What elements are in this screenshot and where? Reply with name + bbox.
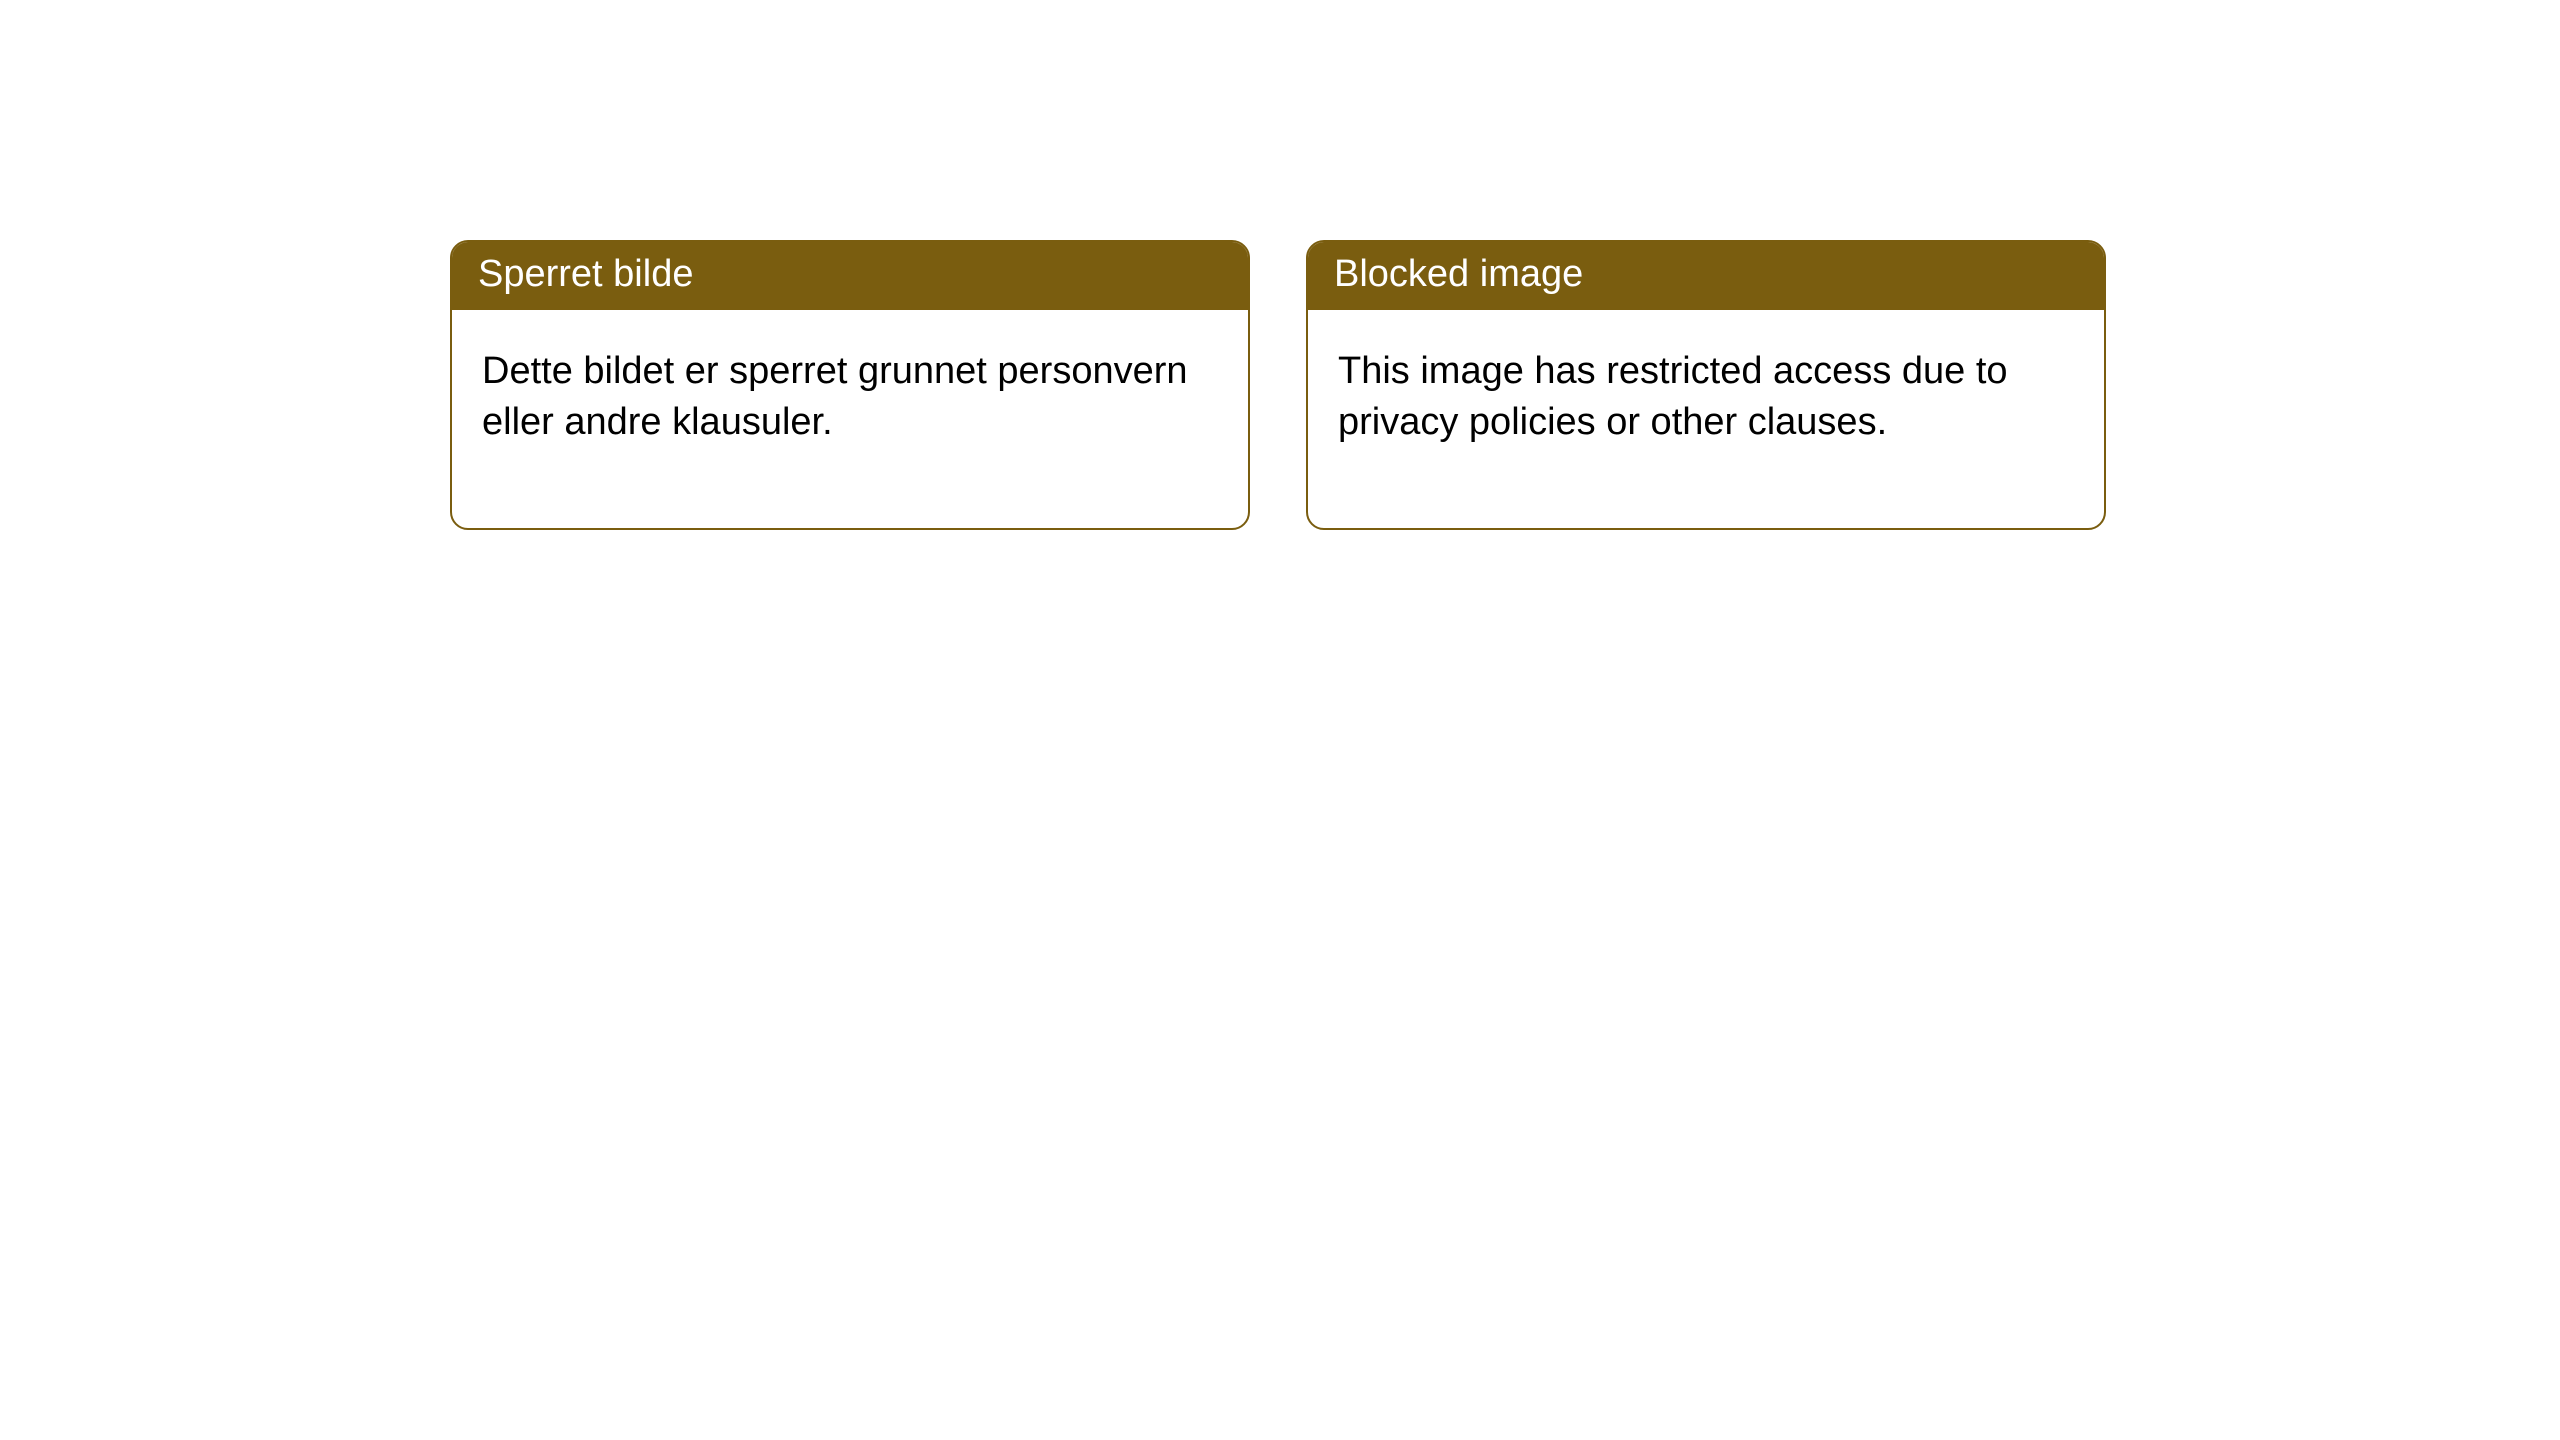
notice-message-norwegian: Dette bildet er sperret grunnet personve… (452, 310, 1248, 529)
notice-card-norwegian: Sperret bilde Dette bildet er sperret gr… (450, 240, 1250, 530)
notice-title-english: Blocked image (1308, 242, 2104, 310)
notice-title-norwegian: Sperret bilde (452, 242, 1248, 310)
notice-container: Sperret bilde Dette bildet er sperret gr… (450, 240, 2106, 530)
notice-message-english: This image has restricted access due to … (1308, 310, 2104, 529)
notice-card-english: Blocked image This image has restricted … (1306, 240, 2106, 530)
